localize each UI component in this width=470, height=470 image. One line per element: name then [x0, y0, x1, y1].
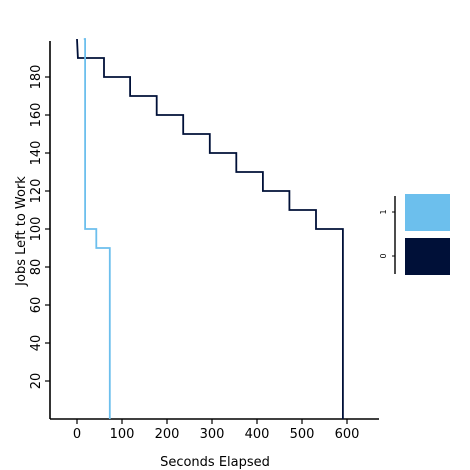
x-tick-label: 100 — [110, 427, 135, 442]
y-tick-label: 80 — [29, 259, 44, 276]
y-tick-label: 100 — [29, 217, 44, 242]
x-tick-label: 0 — [73, 427, 81, 442]
legend-label-0: 0 — [379, 253, 388, 258]
legend-swatch-0 — [405, 238, 450, 275]
y-tick-label: 40 — [29, 335, 44, 352]
series-layer — [76, 38, 344, 419]
y-tick-label: 60 — [29, 297, 44, 314]
legend: 10 — [379, 194, 450, 275]
legend-swatch-1 — [405, 194, 450, 231]
y-ticks: 20 40 60 80 100 120 140 160 180 — [29, 65, 50, 390]
legend-label-1: 1 — [379, 209, 388, 214]
x-tick-label: 400 — [245, 427, 270, 442]
y-tick-label: 160 — [29, 103, 44, 128]
y-axis-label: Jobs Left to Work — [14, 176, 29, 287]
x-tick-label: 300 — [200, 427, 225, 442]
y-tick-label: 140 — [29, 141, 44, 166]
x-tick-label: 500 — [290, 427, 315, 442]
y-tick-label: 20 — [29, 373, 44, 390]
series-line-0 — [76, 38, 344, 419]
x-tick-label: 200 — [155, 427, 180, 442]
plot-area: 0 100 200 300 400 500 600 20 40 60 80 100 120 140 160… — [14, 38, 379, 470]
series-line-1 — [83, 38, 111, 419]
x-tick-label: 600 — [335, 427, 360, 442]
y-tick-label: 120 — [29, 179, 44, 204]
y-tick-label: 180 — [29, 65, 44, 90]
x-axis-label: Seconds Elapsed — [160, 455, 270, 470]
x-ticks: 0 100 200 300 400 500 600 — [73, 419, 360, 442]
